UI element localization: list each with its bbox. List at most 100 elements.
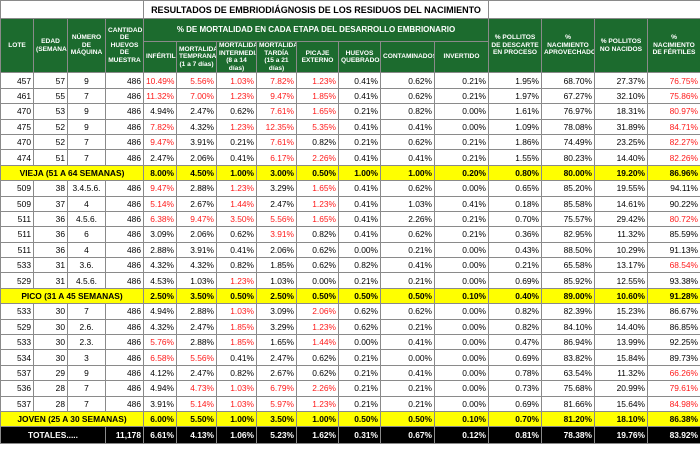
table-cell: 0.00% (380, 349, 435, 366)
table-cell: 0.00% (434, 118, 489, 135)
table-cell: 86.85% (647, 318, 700, 336)
table-cell: 3.91% (176, 241, 217, 259)
table-row: 475 52 9 486 7.82% 4.32% 1.23% 12.35% 5.35% 0.41%… (0, 118, 700, 135)
summary-cell: 0.70% (488, 410, 542, 428)
totals-cell: 19.76% (594, 426, 648, 445)
table-cell: 1.85% (216, 318, 257, 336)
table-row: 533 31 3.6. 486 4.32% 4.32% 0.82% 1.85% 0.62% 0.8… (0, 257, 700, 274)
totals-cell: 4.13% (176, 426, 217, 445)
table-cell: 30 (33, 334, 68, 351)
table-cell: 0.18% (488, 195, 542, 212)
table-cell: 0.00% (434, 334, 489, 351)
table-cell: 52 (33, 133, 68, 151)
table-cell: 0.00% (434, 380, 489, 397)
table-cell: 0.62% (380, 303, 435, 320)
summary-cell: 3.50% (176, 287, 217, 305)
table-cell: 0.82% (488, 318, 542, 336)
table-cell: 14.40% (594, 318, 648, 336)
table-cell: 66.26% (647, 364, 700, 382)
table-cell: 2.88% (176, 334, 217, 351)
table-cell: 486 (105, 364, 144, 382)
summary-cell: 10.60% (594, 287, 648, 305)
table-cell: 1.55% (488, 149, 542, 166)
table-cell: 0.36% (488, 226, 542, 243)
table-cell: 0.21% (380, 272, 435, 289)
totals-row: TOTALES..... 11,178 6.61% 4.13% 1.06% 5.23% 1.… (0, 426, 700, 445)
summary-cell: 0.50% (380, 287, 435, 305)
table-cell: 85.58% (541, 195, 595, 212)
table-cell: 2.26% (380, 210, 435, 228)
summary-cell: 1.00% (296, 410, 339, 428)
table-cell: 2.67% (256, 364, 297, 382)
table-cell: 1.97% (488, 87, 542, 105)
table-cell: 7 (67, 133, 106, 151)
table-cell: 0.41% (216, 241, 257, 259)
table-cell: 474 (0, 149, 34, 166)
totals-cell: 0.31% (338, 426, 381, 445)
table-cell: 9.47% (143, 133, 177, 151)
table-cell: 36 (33, 241, 68, 259)
table-cell: 0.41% (380, 364, 435, 382)
table-row: 533 30 2.3. 486 5.76% 2.88% 1.85% 1.65% 1.44% 0.0… (0, 334, 700, 351)
table-row: 461 55 7 486 11.32% 7.00% 1.23% 9.47% 1.85% 0.41%… (0, 87, 700, 105)
table-cell: 0.69% (488, 349, 542, 366)
table-cell: 90.22% (647, 195, 700, 212)
summary-cell: 81.20% (541, 410, 595, 428)
table-cell: 0.21% (338, 395, 381, 412)
table-cell: 88.50% (541, 241, 595, 259)
table-cell: 85.92% (541, 272, 595, 289)
table-cell: 0.41% (338, 180, 381, 197)
summary-cell: 0.20% (434, 164, 489, 182)
table-cell: 0.41% (434, 195, 489, 212)
summary-cell: 6.00% (143, 410, 177, 428)
table-cell: 0.62% (296, 257, 339, 274)
table-cell: 486 (105, 272, 144, 289)
table-cell: 0.62% (380, 87, 435, 105)
table-cell: 2.06% (296, 303, 339, 320)
table-cell: 29.42% (594, 210, 648, 228)
table-cell: 0.62% (216, 103, 257, 120)
header-contaminados: CONTAMINADOS (380, 40, 435, 74)
table-cell: 2.47% (256, 195, 297, 212)
table-row: 457 57 9 486 10.49% 5.56% 1.03% 7.82% 1.23% 0.41%… (0, 72, 700, 89)
table-cell: 0.62% (296, 349, 339, 366)
table-cell: 486 (105, 380, 144, 397)
table-cell: 509 (0, 195, 34, 212)
table-cell: 475 (0, 118, 34, 135)
table-row: 470 53 9 486 4.94% 2.47% 0.62% 7.61% 1.65% 0.21% 0… (0, 103, 700, 120)
table-cell: 5.76% (143, 334, 177, 351)
table-cell: 1.23% (216, 180, 257, 197)
summary-cell: 19.20% (594, 164, 648, 182)
summary-row: JOVEN (25 A 30 SEMANAS) 6.00% 5.50% 1.00% 3.… (0, 410, 700, 428)
table-cell: 1.85% (296, 87, 339, 105)
summary-cell: 0.50% (216, 287, 257, 305)
header-subrow: INFÉRTILES MORTALIDAD TEMPRANA (1 a 7 dí… (1, 40, 700, 74)
summary-cell: 8.00% (143, 164, 177, 182)
table-cell: 1.03% (216, 380, 257, 397)
table-cell: 29 (33, 364, 68, 382)
table-cell: 0.00% (296, 272, 339, 289)
totals-label: TOTALES..... (0, 426, 106, 445)
table-cell: 1.09% (488, 118, 542, 135)
table-cell: 1.44% (216, 195, 257, 212)
table-cell: 91.13% (647, 241, 700, 259)
table-cell: 52 (33, 118, 68, 135)
table-cell: 3.6. (67, 257, 106, 274)
table-cell: 2.88% (176, 180, 217, 197)
totals-cell: 83.92% (647, 426, 700, 445)
totals-cell: 5.23% (256, 426, 297, 445)
table-cell: 2.67% (176, 195, 217, 212)
table-cell: 511 (0, 226, 34, 243)
table-cell: 1.23% (296, 318, 339, 336)
table-cell: 4 (67, 195, 106, 212)
table-cell: 2.06% (256, 241, 297, 259)
table-cell: 84.10% (541, 318, 595, 336)
table-cell: 0.65% (488, 180, 542, 197)
table-cell: 0.73% (488, 380, 542, 397)
table-cell: 0.41% (380, 118, 435, 135)
table-cell: 1.85% (256, 257, 297, 274)
table-cell: 2.47% (256, 349, 297, 366)
table-cell: 0.00% (434, 318, 489, 336)
table-cell: 0.21% (434, 149, 489, 166)
table-cell: 2.88% (143, 241, 177, 259)
